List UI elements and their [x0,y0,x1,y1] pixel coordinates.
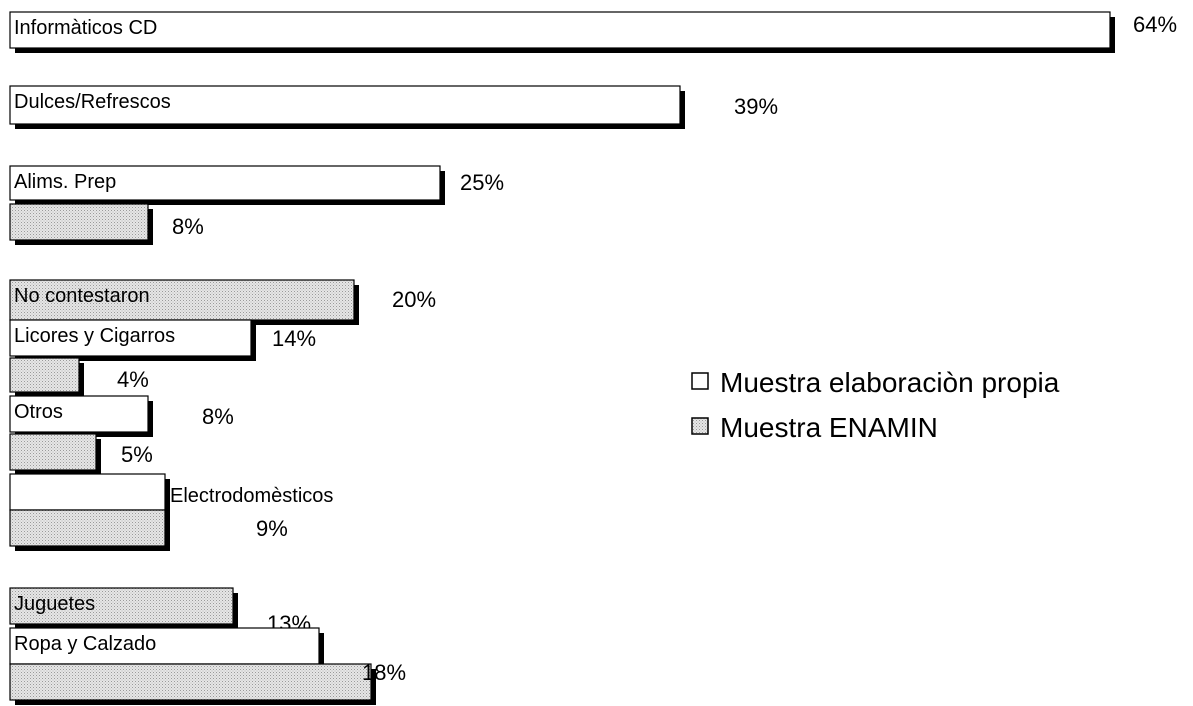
bar-propia [9,165,441,201]
bar-enamin [9,357,80,393]
bar-category-label: Ropa y Calzado [14,633,156,655]
bar-value-label: 8% [202,404,234,429]
legend-swatch-propia [691,372,709,390]
bar-enamin [9,587,234,625]
bar-enamin [9,509,166,547]
bar-value-label: 18% [362,660,406,685]
bar-propia [9,627,320,665]
legend-label-enamin: Muestra ENAMIN [720,412,938,443]
bar-group: 9% [9,509,288,551]
bar-value-label: 20% [392,287,436,312]
bar-group: No contestaron 20% [9,279,436,325]
bar-group: Ropa y Calzado [9,627,324,669]
bar-group: Dulces/Refrescos 39% [9,85,778,129]
bar-group: Otros 8% [9,395,234,437]
bar-propia [9,473,166,511]
bar-enamin [9,279,355,321]
bar-value-label: Electrodomèsticos [170,485,333,507]
bar-category-label: Informàticos CD [14,17,157,39]
bar-group: Electrodomèsticos [9,473,333,515]
bar-propia [9,85,681,125]
bar-propia [9,11,1111,49]
bar-value-label: 14% [272,326,316,351]
bar-group: 4% [9,357,149,397]
bar-enamin [9,663,372,701]
bar-category-label: Licores y Cigarros [14,325,175,347]
bar-value-label: 25% [460,170,504,195]
bar-group: Informàticos CD 64% [9,11,1177,53]
bar-group: 5% [9,433,153,475]
bar-category-label: Juguetes [14,593,95,615]
bar-enamin [9,203,149,241]
bar-value-label: 64% [1133,12,1177,37]
bar-value-label: 4% [117,367,149,392]
bar-group: Licores y Cigarros 14% [9,319,316,361]
bar-value-label: 39% [734,94,778,119]
bar-enamin [9,433,97,471]
bar-value-label: 9% [256,516,288,541]
bar-value-label: 8% [172,214,204,239]
bar-propia [9,395,149,433]
bar-category-label: Otros [14,401,63,423]
bar-group: Alims. Prep 25% [9,165,504,205]
bar-propia [9,319,252,357]
legend-label-propia: Muestra elaboraciòn propia [720,367,1060,398]
bar-value-label: 5% [121,442,153,467]
legend: Muestra elaboraciòn propia Muestra ENAMI… [691,367,1060,443]
bar-category-label: Alims. Prep [14,171,116,193]
bar-group: 18% [9,660,406,705]
bar-group: 8% [9,203,204,245]
bar-category-label: No contestaron [14,285,150,307]
bar-category-label: Dulces/Refrescos [14,91,171,113]
legend-swatch-enamin [691,417,709,435]
